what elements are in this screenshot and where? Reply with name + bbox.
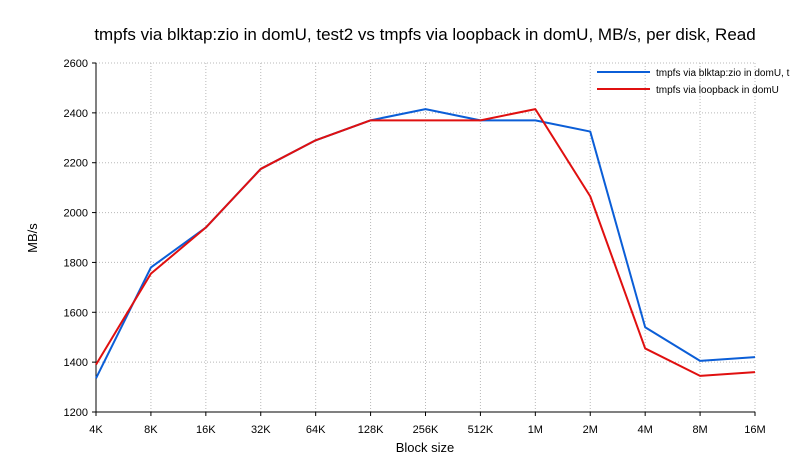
x-tick-label: 32K (251, 424, 271, 436)
y-axis-label: MB/s (25, 223, 40, 253)
x-tick-label: 2M (583, 424, 598, 436)
legend: tmpfs via blktap:zio in domU, t tmpfs via… (597, 68, 790, 96)
grid (95, 62, 756, 413)
x-tick-label: 1M (528, 424, 543, 436)
x-tick-label: 8K (144, 424, 158, 436)
y-tick-label: 2400 (64, 108, 88, 120)
legend-label-1: tmpfs via loopback in domU (656, 85, 779, 96)
x-tick-label: 16K (196, 424, 216, 436)
legend-label-0: tmpfs via blktap:zio in domU, t (656, 68, 790, 79)
y-tick-label: 1400 (64, 357, 88, 369)
series (95, 108, 756, 379)
y-tick-label: 2000 (64, 208, 88, 220)
y-tick-label: 1800 (64, 257, 88, 269)
x-axis-label: Block size (396, 440, 455, 455)
x-tick-label: 16M (744, 424, 765, 436)
x-tick-label: 4K (89, 424, 103, 436)
tick-labels: 1200 1400 1600 1800 2000 2200 2400 2600 4K 8K 16K 3… (64, 58, 766, 436)
y-tick-label: 1600 (64, 307, 88, 319)
x-tick-label: 64K (306, 424, 326, 436)
x-tick-label: 256K (413, 424, 439, 436)
x-tick-label: 512K (468, 424, 494, 436)
chart-title: tmpfs via blktap:zio in domU, test2 vs t… (94, 25, 755, 44)
series-line-1 (95, 108, 756, 377)
x-tick-label: 128K (358, 424, 384, 436)
y-tick-label: 2600 (64, 58, 88, 70)
y-tick-label: 2200 (64, 158, 88, 170)
axes (92, 62, 756, 416)
y-tick-label: 1200 (64, 407, 88, 419)
x-tick-label: 8M (692, 424, 707, 436)
x-tick-label: 4M (638, 424, 653, 436)
